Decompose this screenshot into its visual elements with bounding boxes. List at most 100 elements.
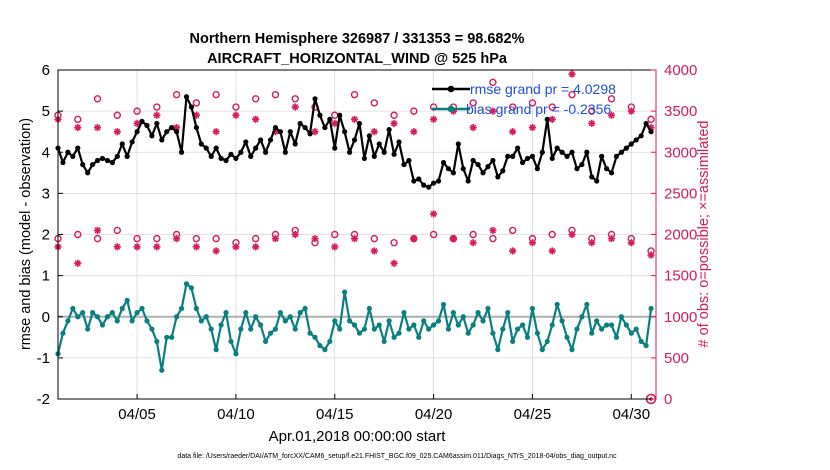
x-tick-label: 04/15 xyxy=(316,406,354,423)
obs-possible-marker xyxy=(508,226,517,235)
bias-point xyxy=(524,334,531,340)
bias-point xyxy=(608,322,615,328)
obs-possible-marker xyxy=(528,99,537,107)
rmse-point xyxy=(544,116,550,122)
rmse-point xyxy=(386,127,392,133)
rmse-point xyxy=(144,122,150,129)
obs-possible-marker xyxy=(291,95,299,103)
bias-point xyxy=(361,326,368,332)
rmse-point xyxy=(60,159,66,166)
y-left-tick-label: 4 xyxy=(42,144,50,161)
rmse-point xyxy=(248,153,254,159)
rmse-point xyxy=(549,155,555,162)
y-right-tick-label: 4000 xyxy=(664,62,697,79)
rmse-point xyxy=(70,153,76,159)
obs-star-stroke xyxy=(94,124,101,131)
bias-point xyxy=(164,334,170,340)
axes: -2 -1 0 1 2 3 4 5 6 0 500 1000 1500 2000 2500 3000 3500 4… xyxy=(37,62,698,423)
obs-possible-marker xyxy=(370,234,378,243)
bias-point xyxy=(505,310,511,316)
chart-title-line2: AIRCRAFT_HORIZONTAL_WIND @ 525 hPa xyxy=(207,51,508,67)
obs-assimilated-marker xyxy=(113,128,121,136)
chart-title-line1: Northern Hemisphere 326987 / 331353 = 98… xyxy=(190,31,525,47)
obs-star-stroke xyxy=(114,128,121,135)
obs-assimilated-marker xyxy=(271,235,280,243)
rmse-point xyxy=(599,153,605,159)
bias-point xyxy=(465,330,471,336)
obs-assimilated-marker xyxy=(410,235,418,243)
rmse-point xyxy=(633,137,639,143)
x-tick-label: 04/30 xyxy=(613,406,651,423)
obs-star-stroke xyxy=(133,120,141,127)
legend-rmse-label: rmse grand pr = 4.0298 xyxy=(470,81,616,97)
rmse-point xyxy=(569,149,575,155)
obs-star-stroke xyxy=(331,243,338,250)
bias-point xyxy=(416,334,422,340)
rmse-point xyxy=(218,155,224,162)
bias-point xyxy=(198,318,204,324)
bias-point xyxy=(391,334,397,340)
obs-assimilated-marker xyxy=(548,247,556,255)
rmse-point xyxy=(114,153,120,159)
bias-point xyxy=(228,338,234,345)
obs-assimilated-marker xyxy=(489,226,497,234)
obs-assimilated-marker xyxy=(350,235,359,243)
obs-possible-marker xyxy=(113,111,122,119)
bias-point xyxy=(648,305,654,312)
bias-point xyxy=(569,347,575,353)
obs-star-stroke xyxy=(153,243,160,250)
rmse-point xyxy=(539,149,545,155)
bias-point xyxy=(351,322,358,328)
bias-point xyxy=(450,310,456,316)
bias-point xyxy=(584,301,590,308)
y-right-tick-label: 3500 xyxy=(664,103,697,120)
obs-assimilated-marker xyxy=(93,226,102,234)
obs-star-stroke xyxy=(568,71,576,78)
obs-star-stroke xyxy=(588,120,595,127)
rmse-point xyxy=(183,94,190,100)
obs-assimilated-marker xyxy=(331,243,339,251)
obs-star-stroke xyxy=(351,116,358,123)
obs-possible-marker xyxy=(508,103,517,111)
obs-assimilated-marker xyxy=(489,107,497,115)
bias-point xyxy=(500,326,506,332)
rmse-point xyxy=(608,170,615,176)
rmse-point xyxy=(470,157,476,164)
bias-point xyxy=(119,305,125,312)
rmse-point xyxy=(391,151,397,157)
obs-assimilated-marker xyxy=(469,239,477,247)
obs-star-stroke xyxy=(390,120,398,127)
rmse-point xyxy=(519,159,526,166)
bias-point xyxy=(89,310,96,316)
obs-star-stroke xyxy=(628,108,635,115)
rmse-point xyxy=(282,149,288,155)
obs-assimilated-marker xyxy=(588,239,596,247)
bias-point xyxy=(515,326,521,332)
rmse-point xyxy=(554,145,560,151)
rmse-point xyxy=(164,129,170,135)
obs-star-stroke xyxy=(213,128,220,135)
rmse-point xyxy=(80,161,86,168)
obs-assimilated-marker xyxy=(252,243,260,251)
bias-point xyxy=(80,310,86,316)
bias-point xyxy=(623,322,629,328)
obs-possible-marker xyxy=(350,90,359,99)
rmse-point xyxy=(460,166,466,172)
obs-possible-marker xyxy=(410,107,418,115)
bias-point xyxy=(109,310,115,316)
obs-star-stroke xyxy=(450,235,457,242)
bias-point xyxy=(174,314,180,320)
bias-point xyxy=(337,326,343,332)
obs-assimilated-marker xyxy=(390,259,398,267)
rmse-point xyxy=(485,164,491,170)
bias-point xyxy=(371,326,377,332)
x-tick-label: 04/20 xyxy=(415,406,453,423)
data-file-footer: data file: /Users/raeder/DAI/ATM_forcXX/… xyxy=(177,453,617,460)
bias-point xyxy=(381,338,387,345)
rmse-point xyxy=(262,149,269,155)
legend: rmse grand pr = 4.0298 bias grand pr = -… xyxy=(432,81,616,117)
obs-star-stroke xyxy=(351,235,358,242)
rmse-point xyxy=(638,133,644,139)
rmse-point xyxy=(327,116,333,122)
obs-possible-marker xyxy=(607,95,616,103)
